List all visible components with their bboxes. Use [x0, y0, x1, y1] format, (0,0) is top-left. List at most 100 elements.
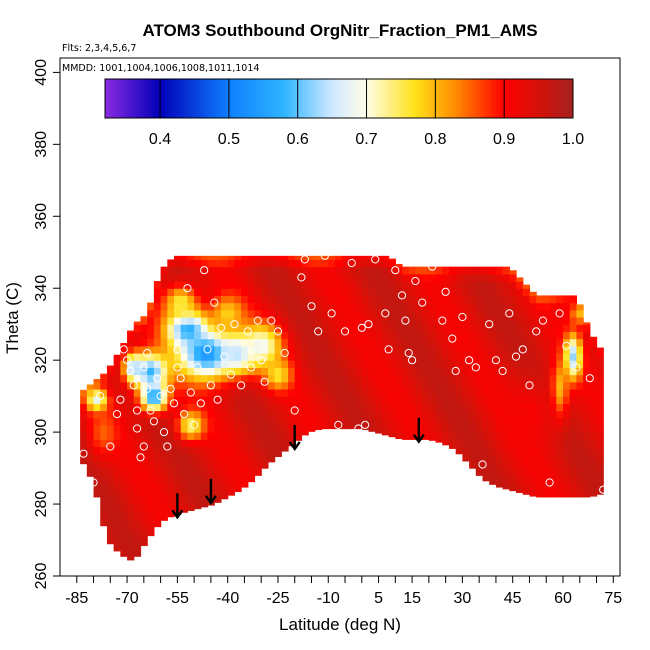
- field-cell: [455, 266, 463, 275]
- field-cell: [314, 338, 323, 347]
- field-cell: [288, 295, 296, 304]
- field-cell: [442, 381, 450, 390]
- field-cell: [529, 489, 537, 497]
- field-cell: [174, 302, 182, 311]
- field-cell: [160, 367, 168, 376]
- field-cell: [529, 324, 537, 332]
- colorbar-swatch: [496, 79, 500, 118]
- plot-frame: [59, 57, 621, 577]
- field-cell: [355, 403, 363, 412]
- field-cell: [455, 324, 463, 332]
- field-cell: [80, 410, 88, 419]
- field-cell: [556, 432, 564, 440]
- field-cell: [120, 532, 128, 541]
- field-cell: [536, 352, 544, 361]
- field-cell: [509, 338, 517, 347]
- field-cell: [288, 403, 296, 412]
- field-cell: [321, 295, 329, 304]
- field-cell: [435, 396, 443, 404]
- field-cell: [502, 360, 510, 368]
- sample-point: [384, 345, 393, 354]
- field-cell: [562, 468, 571, 476]
- field-cell: [86, 460, 95, 469]
- field-cell: [247, 446, 256, 455]
- field-cell: [388, 281, 396, 289]
- colorbar-swatch: [228, 79, 233, 118]
- field-cell: [475, 317, 484, 325]
- field-cell: [348, 255, 356, 261]
- y-tick-label: 340: [33, 275, 50, 302]
- field-cell: [348, 345, 356, 354]
- field-cell: [569, 460, 578, 469]
- field-cell: [281, 360, 289, 368]
- field-cell: [415, 266, 423, 275]
- field-cell: [388, 410, 396, 419]
- field-cell: [361, 338, 370, 347]
- field-cell: [328, 331, 336, 340]
- field-cell: [267, 352, 276, 361]
- field-cell: [254, 439, 262, 448]
- field-cell: [569, 468, 578, 476]
- field-cell: [160, 281, 168, 289]
- field-cell: [589, 489, 598, 497]
- field-cell: [100, 424, 108, 433]
- field-cell: [314, 345, 323, 354]
- field-cell: [562, 446, 571, 455]
- field-cell: [562, 352, 571, 361]
- field-cell: [402, 338, 410, 347]
- field-cell: [334, 331, 343, 340]
- field-cell: [86, 424, 95, 433]
- field-cell: [522, 331, 531, 340]
- sample-point: [129, 381, 138, 390]
- field-cell: [86, 410, 95, 419]
- field-cell: [133, 532, 142, 541]
- field-cell: [294, 352, 303, 361]
- field-cell: [482, 324, 490, 332]
- field-cell: [160, 345, 168, 354]
- field-cell: [495, 352, 504, 361]
- colorbar-swatch: [128, 79, 133, 118]
- colorbar-swatch: [262, 79, 266, 118]
- field-cell: [596, 432, 604, 440]
- field-cell: [355, 309, 363, 318]
- field-cell: [428, 367, 437, 376]
- field-cell: [167, 338, 175, 347]
- field-cell: [596, 381, 604, 390]
- field-cell: [348, 424, 356, 430]
- field-cell: [86, 384, 95, 390]
- sample-point: [555, 309, 564, 318]
- field-cell: [455, 273, 463, 282]
- field-cell: [314, 281, 323, 289]
- field-cell: [482, 302, 490, 311]
- field-cell: [234, 295, 242, 304]
- field-cell: [522, 439, 531, 448]
- field-cell: [428, 439, 437, 441]
- field-cell: [147, 446, 155, 455]
- colorbar-swatch: [215, 79, 220, 118]
- field-cell: [127, 331, 135, 340]
- field-cell: [147, 482, 155, 491]
- field-cell: [341, 352, 349, 361]
- field-cell: [589, 381, 598, 390]
- field-cell: [368, 410, 376, 419]
- colorbar-swatch: [151, 79, 156, 118]
- field-cell: [314, 367, 323, 376]
- sample-point: [149, 417, 158, 426]
- field-cell: [334, 338, 343, 347]
- field-cell: [549, 338, 557, 347]
- field-cell: [267, 367, 276, 376]
- field-cell: [254, 396, 262, 404]
- field-cell: [167, 468, 175, 476]
- field-cell: [562, 324, 571, 332]
- field-cell: [448, 374, 457, 383]
- field-cell: [180, 266, 189, 275]
- field-cell: [348, 367, 356, 376]
- field-cell: [516, 432, 524, 440]
- field-cell: [288, 255, 296, 261]
- field-cell: [576, 432, 584, 440]
- field-cell: [529, 446, 537, 455]
- field-cell: [375, 381, 383, 390]
- field-cell: [522, 288, 531, 297]
- field-cell: [274, 338, 282, 347]
- field-cell: [355, 317, 363, 325]
